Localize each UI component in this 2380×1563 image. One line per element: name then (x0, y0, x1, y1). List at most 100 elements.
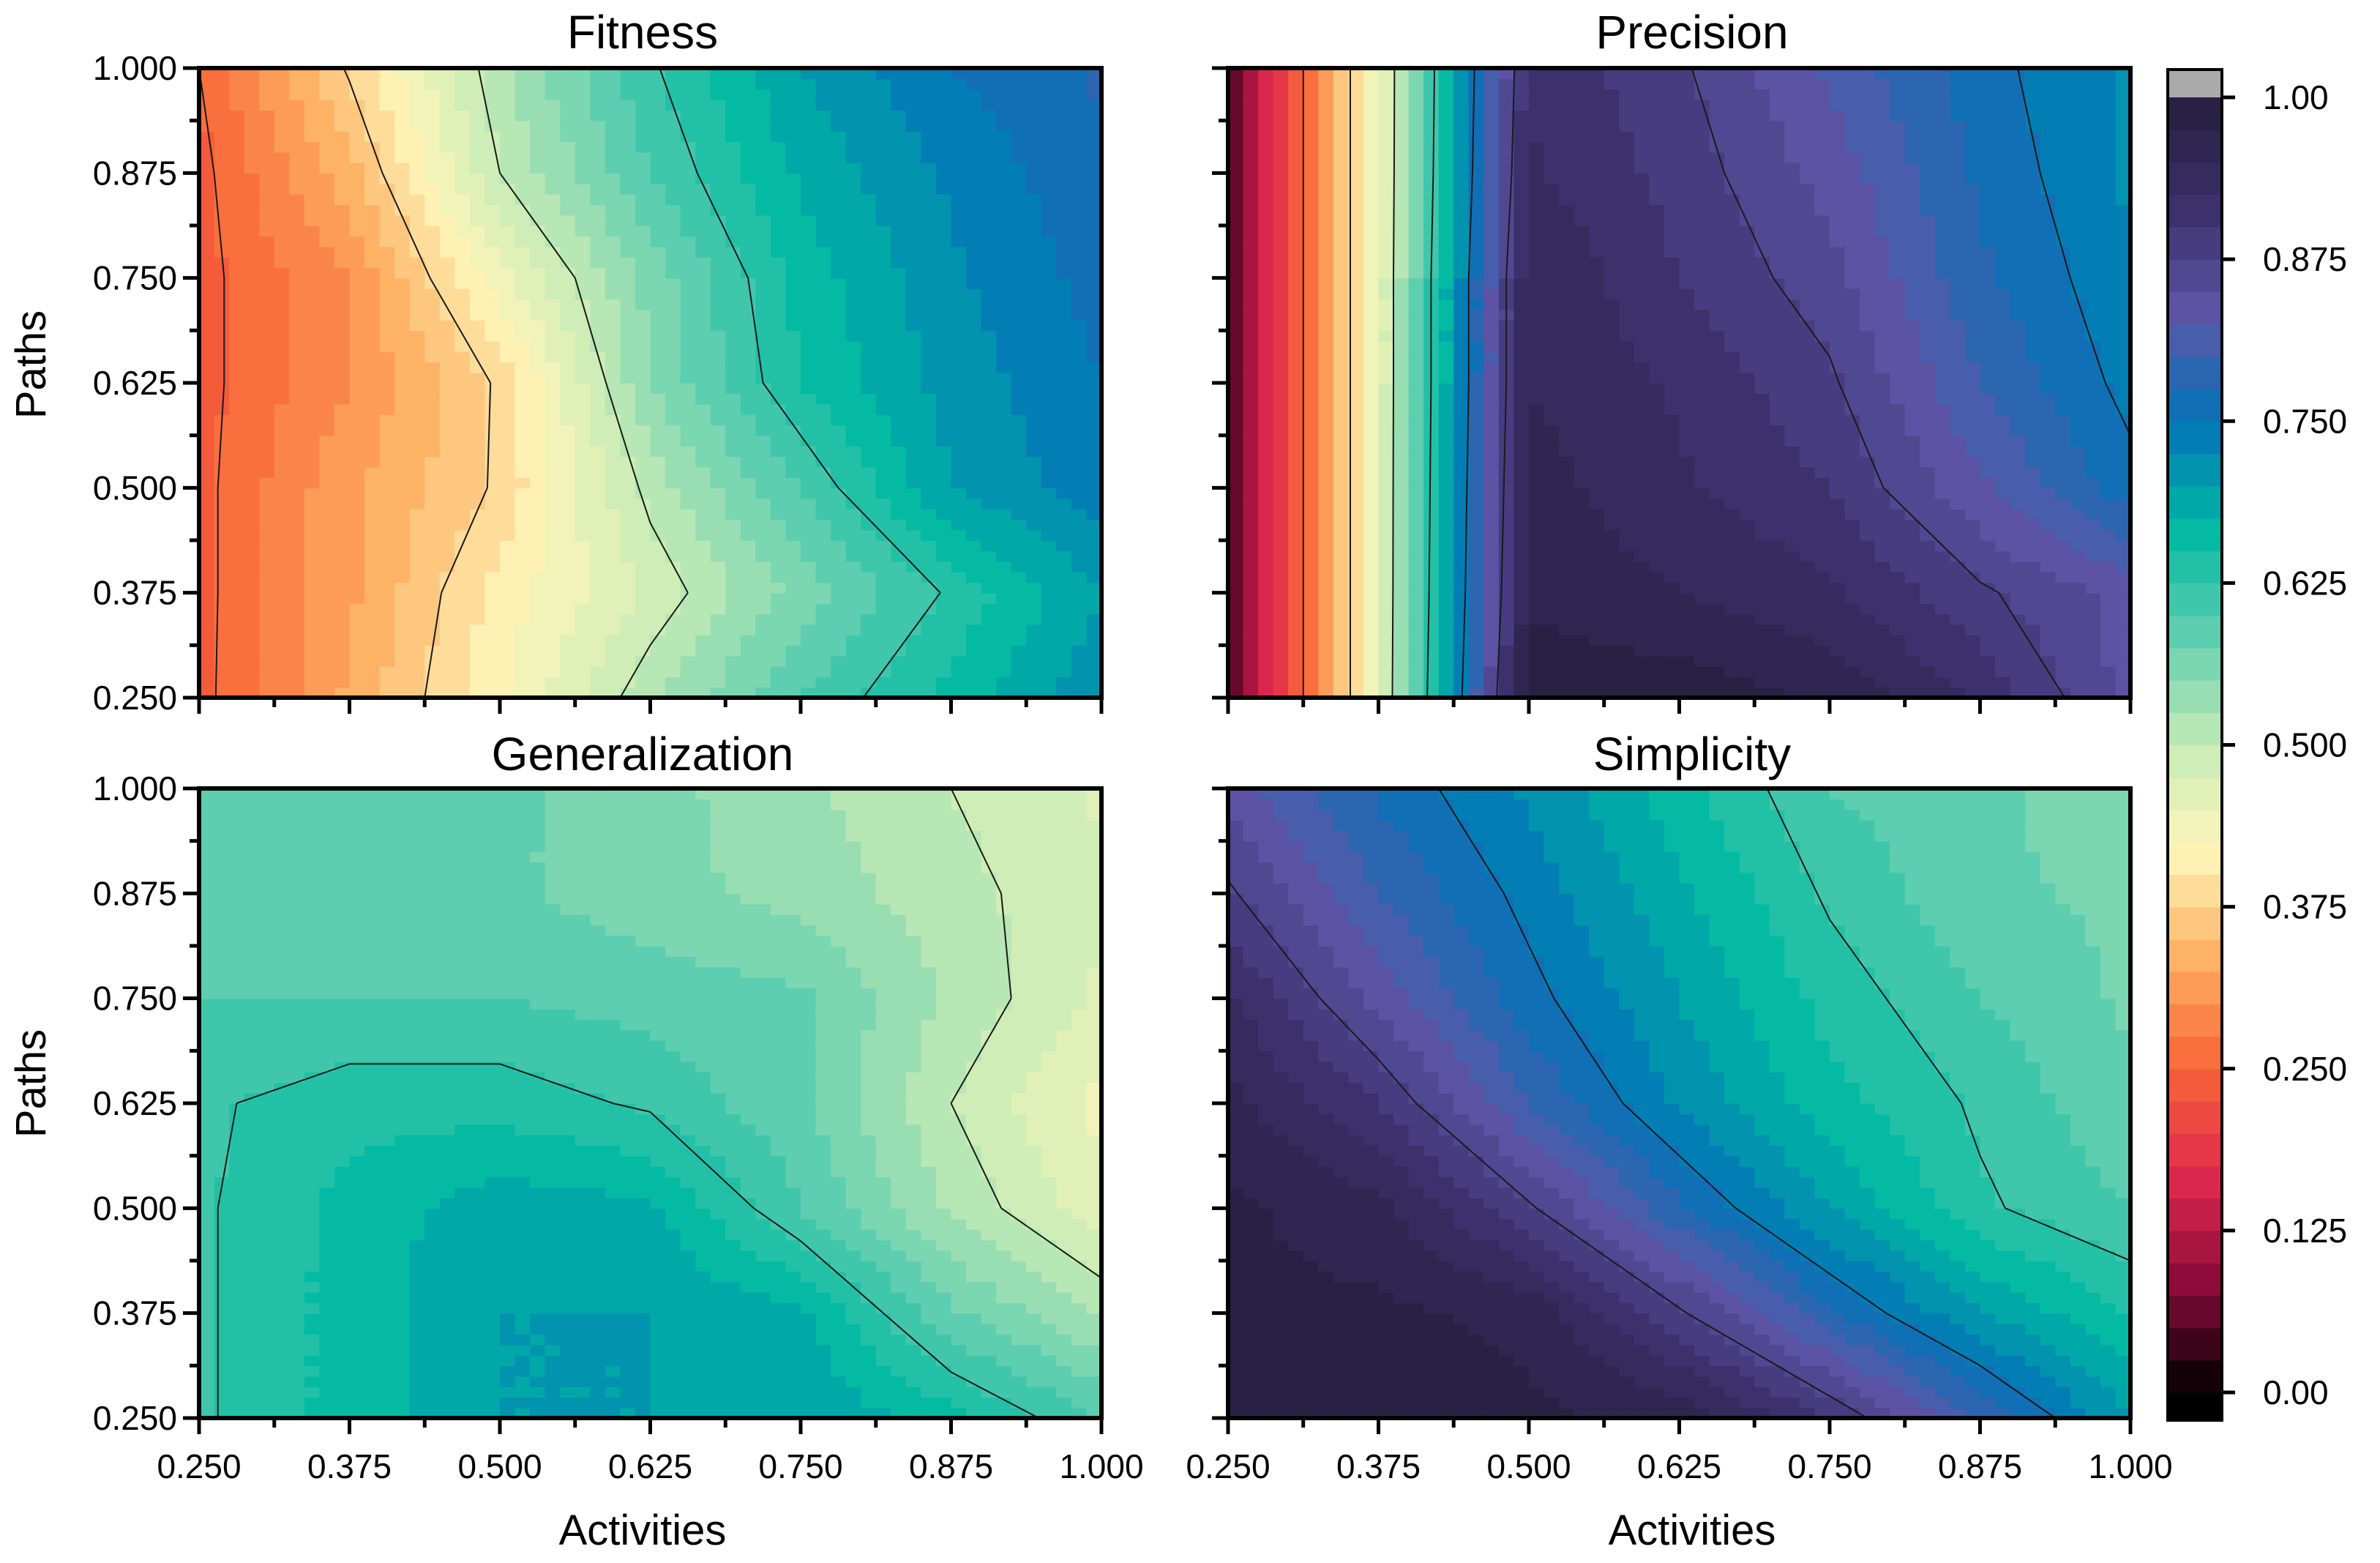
heatmap-cell (1086, 572, 1101, 583)
heatmap-cell (905, 456, 922, 468)
heatmap-cell (710, 403, 727, 415)
heatmap-cell (514, 320, 531, 332)
heatmap-cell (244, 131, 260, 143)
heatmap-cell (815, 519, 831, 531)
heatmap-cell (1303, 288, 1320, 300)
heatmap-cell (199, 456, 215, 468)
heatmap-cell (1378, 225, 1394, 237)
heatmap-cell (394, 540, 411, 552)
heatmap-cell (560, 351, 576, 363)
heatmap-cell (1393, 603, 1410, 615)
heatmap-cell (740, 330, 757, 342)
heatmap-cell (951, 68, 967, 80)
heatmap-cell (1408, 676, 1424, 688)
heatmap-cell (1258, 529, 1274, 541)
heatmap-cell (1288, 540, 1304, 552)
heatmap-cell (755, 425, 771, 436)
heatmap-cell (394, 603, 411, 615)
heatmap-cell (620, 141, 636, 153)
heatmap-cell (875, 340, 892, 352)
heatmap-cell (1273, 624, 1289, 635)
heatmap-cell (891, 372, 907, 384)
heatmap-cell (1056, 152, 1072, 163)
heatmap-cell (981, 152, 997, 163)
heatmap-cell (244, 529, 260, 541)
heatmap-cell (710, 519, 727, 531)
heatmap-cell (725, 89, 741, 100)
heatmap-cell (935, 613, 952, 625)
heatmap-cell (1026, 288, 1042, 300)
heatmap-cell (1071, 655, 1088, 667)
heatmap-cell (1086, 277, 1101, 289)
heatmap-cell (379, 309, 395, 321)
heatmap-cell (905, 414, 922, 426)
heatmap-cell (319, 414, 335, 426)
heatmap-cell (1378, 246, 1394, 258)
heatmap-cell (665, 330, 681, 342)
heatmap-cell (1243, 687, 1259, 698)
heatmap-cell (891, 592, 907, 604)
heatmap-cell (1423, 603, 1440, 615)
heatmap-cell (1303, 173, 1320, 184)
heatmap-cell (891, 194, 907, 206)
heatmap-cell (785, 362, 801, 373)
heatmap-cell (1258, 225, 1274, 237)
heatmap-cell (214, 519, 230, 531)
heatmap-cell (845, 529, 861, 541)
heatmap-cell (875, 687, 892, 698)
heatmap-cell (801, 414, 817, 426)
heatmap-cell (1041, 551, 1058, 562)
heatmap-cell (785, 435, 801, 447)
heatmap-cell (1273, 68, 1289, 80)
heatmap-cell (1513, 551, 1530, 562)
heatmap-cell (845, 446, 861, 458)
heatmap-cell (710, 89, 727, 100)
heatmap-cell (620, 225, 636, 237)
heatmap-cell (845, 466, 861, 478)
heatmap-cell (1258, 666, 1274, 678)
heatmap-cell (1513, 100, 1530, 111)
heatmap-cell (695, 372, 711, 384)
heatmap-cell (394, 320, 411, 332)
heatmap-cell (605, 110, 621, 122)
heatmap-cell (1438, 666, 1455, 678)
heatmap-cell (1303, 446, 1320, 458)
heatmap-cell (740, 519, 757, 531)
heatmap-cell (484, 383, 501, 395)
heatmap-cell (199, 676, 215, 688)
heatmap-cell (424, 89, 441, 100)
heatmap-cell (1468, 540, 1485, 552)
heatmap-cell (1543, 141, 1560, 153)
heatmap-cell (334, 529, 351, 541)
heatmap-cell (1071, 592, 1088, 604)
heatmap-cell (259, 340, 275, 352)
heatmap-cell (394, 163, 411, 174)
heatmap-cell (1408, 194, 1424, 206)
heatmap-cell (1378, 613, 1394, 625)
heatmap-cell (1273, 236, 1289, 247)
heatmap-cell (951, 257, 967, 269)
heatmap-cell (951, 246, 967, 258)
heatmap-cell (996, 624, 1012, 635)
heatmap-cell (1513, 68, 1530, 80)
heatmap-cell (514, 551, 531, 562)
heatmap-cell (845, 624, 861, 635)
heatmap-cell (755, 110, 771, 122)
heatmap-cell (620, 645, 636, 657)
heatmap-cell (1071, 666, 1088, 678)
heatmap-cell (1483, 152, 1500, 163)
heatmap-cell (905, 288, 922, 300)
heatmap-cell (935, 645, 952, 657)
panel-title-fitness: Fitness (567, 6, 718, 59)
heatmap-cell (665, 152, 681, 163)
heatmap-cell (409, 173, 426, 184)
heatmap-cell (861, 320, 877, 332)
heatmap-cell (500, 110, 516, 122)
heatmap-cell (755, 78, 771, 90)
heatmap-cell (770, 498, 787, 510)
heatmap-cell (469, 498, 486, 510)
heatmap-cell (364, 676, 381, 688)
heatmap-cell (244, 425, 260, 436)
heatmap-cell (905, 68, 922, 80)
heatmap-cell (304, 425, 321, 436)
